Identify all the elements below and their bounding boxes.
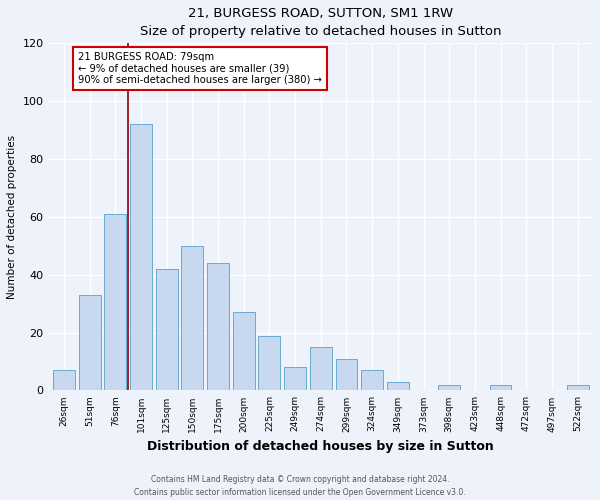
Bar [233,312,254,390]
Bar [438,384,460,390]
Title: 21, BURGESS ROAD, SUTTON, SM1 1RW
Size of property relative to detached houses i: 21, BURGESS ROAD, SUTTON, SM1 1RW Size o… [140,7,502,38]
Bar [284,368,306,390]
Bar [310,347,332,391]
X-axis label: Distribution of detached houses by size in Sutton: Distribution of detached houses by size … [148,440,494,453]
Bar [490,384,511,390]
Text: Contains HM Land Registry data © Crown copyright and database right 2024.
Contai: Contains HM Land Registry data © Crown c… [134,476,466,497]
Bar [104,214,126,390]
Bar [156,269,178,390]
Bar [335,358,358,390]
Bar [79,295,101,390]
Bar [130,124,152,390]
Text: 21 BURGESS ROAD: 79sqm
← 9% of detached houses are smaller (39)
90% of semi-deta: 21 BURGESS ROAD: 79sqm ← 9% of detached … [78,52,322,85]
Bar [387,382,409,390]
Bar [53,370,75,390]
Bar [361,370,383,390]
Bar [207,263,229,390]
Bar [181,246,203,390]
Y-axis label: Number of detached properties: Number of detached properties [7,135,17,299]
Bar [567,384,589,390]
Bar [259,336,280,390]
